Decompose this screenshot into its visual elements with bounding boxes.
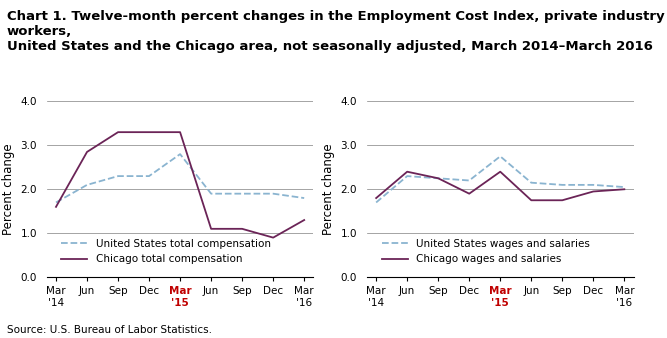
- Line: United States wages and salaries: United States wages and salaries: [376, 156, 624, 202]
- United States wages and salaries: [620, 185, 628, 189]
- Line: United States total compensation: United States total compensation: [56, 154, 304, 202]
- United States wages and salaries: [590, 183, 598, 187]
- United States total compensation: [114, 174, 122, 178]
- Chicago wages and salaries: [528, 198, 536, 202]
- Text: Source: U.S. Bureau of Labor Statistics.: Source: U.S. Bureau of Labor Statistics.: [7, 324, 211, 335]
- United States wages and salaries: [528, 181, 536, 185]
- United States wages and salaries: [403, 174, 411, 178]
- Chicago wages and salaries: [620, 187, 628, 191]
- Chicago wages and salaries: [496, 170, 504, 174]
- Text: Chart 1. Twelve-month percent changes in the Employment Cost Index, private indu: Chart 1. Twelve-month percent changes in…: [7, 10, 664, 53]
- Chicago total compensation: [52, 205, 60, 209]
- United States wages and salaries: [372, 200, 380, 204]
- United States wages and salaries: [496, 154, 504, 158]
- Chicago total compensation: [238, 227, 246, 231]
- Line: Chicago total compensation: Chicago total compensation: [56, 132, 304, 238]
- Y-axis label: Percent change: Percent change: [322, 143, 335, 235]
- United States total compensation: [300, 196, 308, 200]
- Legend: United States total compensation, Chicago total compensation: United States total compensation, Chicag…: [57, 235, 275, 268]
- Chicago total compensation: [300, 218, 308, 222]
- Chicago total compensation: [207, 227, 215, 231]
- Y-axis label: Percent change: Percent change: [2, 143, 15, 235]
- Chicago total compensation: [269, 236, 277, 240]
- United States total compensation: [83, 183, 91, 187]
- Chicago wages and salaries: [403, 170, 411, 174]
- Chicago total compensation: [176, 130, 184, 134]
- Chicago total compensation: [145, 130, 153, 134]
- United States total compensation: [176, 152, 184, 156]
- Legend: United States wages and salaries, Chicago wages and salaries: United States wages and salaries, Chicag…: [378, 235, 594, 268]
- Chicago total compensation: [114, 130, 122, 134]
- United States total compensation: [238, 192, 246, 196]
- Chicago wages and salaries: [590, 189, 598, 193]
- Line: Chicago wages and salaries: Chicago wages and salaries: [376, 172, 624, 200]
- United States total compensation: [145, 174, 153, 178]
- United States wages and salaries: [434, 176, 442, 180]
- Chicago wages and salaries: [465, 192, 473, 196]
- United States total compensation: [207, 192, 215, 196]
- Chicago wages and salaries: [434, 176, 442, 180]
- United States wages and salaries: [558, 183, 566, 187]
- Chicago wages and salaries: [372, 196, 380, 200]
- Chicago total compensation: [83, 150, 91, 154]
- United States wages and salaries: [465, 178, 473, 183]
- Chicago wages and salaries: [558, 198, 566, 202]
- United States total compensation: [52, 200, 60, 204]
- United States total compensation: [269, 192, 277, 196]
